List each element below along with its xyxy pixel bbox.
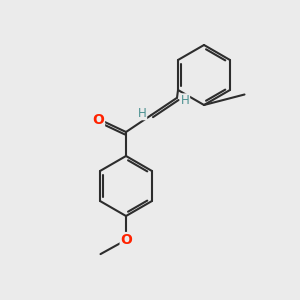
- Text: H: H: [181, 94, 190, 107]
- Text: O: O: [121, 233, 133, 247]
- Text: H: H: [138, 107, 147, 120]
- Text: O: O: [92, 113, 104, 127]
